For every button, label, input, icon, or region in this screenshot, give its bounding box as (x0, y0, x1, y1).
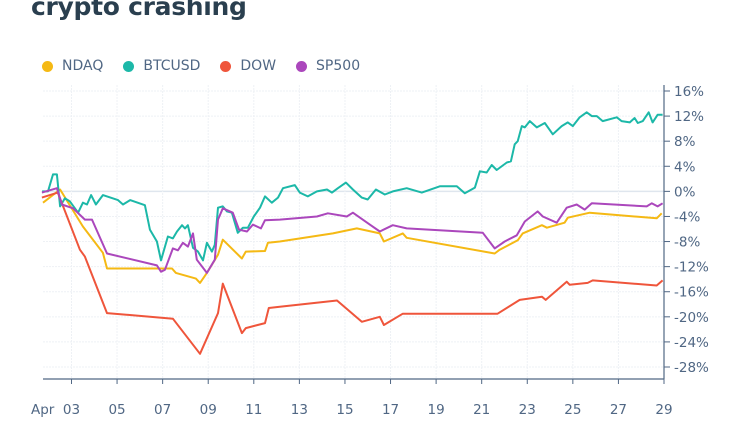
legend-label: BTCUSD (143, 58, 201, 74)
legend-label: DOW (240, 58, 277, 74)
legend-item-btcusd[interactable]: BTCUSD (123, 58, 200, 74)
y-tick-label: 8% (674, 134, 696, 150)
legend-marker-sp500 (296, 60, 308, 72)
legend-marker-btcusd (123, 60, 135, 72)
legend-label: NDAQ (62, 58, 104, 74)
x-tick-label: 03 (63, 402, 80, 418)
y-tick-label: 0% (674, 184, 696, 200)
series-line-btcusd (42, 111, 663, 262)
x-tick-label: 19 (428, 402, 445, 418)
x-tick-label: 21 (473, 402, 490, 418)
series-line-sp500 (41, 187, 664, 274)
axes: 16% 12% 8% 4% 0% -4% -8% -12% -16% -20% -24% -28% 03… (31, 84, 709, 418)
y-tick-label: -8% (674, 235, 700, 251)
y-tick-label: 12% (674, 109, 704, 125)
x-tick-label: 15 (336, 402, 353, 418)
x-tick-label: 25 (564, 402, 581, 418)
legend: NDAQ BTCUSD DOW SP500 (42, 58, 380, 74)
grid (43, 85, 665, 379)
legend-item-ndaq[interactable]: NDAQ (42, 58, 103, 74)
series-lines (41, 111, 664, 355)
x-tick-label: 05 (108, 402, 125, 418)
x-tick-label: 09 (200, 402, 217, 418)
y-tick-label: -4% (674, 209, 700, 225)
x-tick-label: 27 (610, 402, 627, 418)
legend-marker-ndaq (42, 60, 53, 72)
x-tick-label: 11 (245, 402, 262, 418)
y-tick-label: -12% (674, 260, 709, 276)
x-tick-label: 17 (382, 402, 399, 418)
x-tick-label: 23 (519, 402, 536, 418)
y-tick-label: -28% (674, 360, 709, 376)
legend-marker-dow (220, 60, 232, 72)
x-tick-label: 07 (154, 402, 171, 418)
x-month-label: Apr (31, 402, 55, 418)
legend-item-dow[interactable]: DOW (220, 58, 276, 74)
legend-item-sp500[interactable]: SP500 (296, 58, 360, 74)
series-line-dow (41, 191, 664, 355)
x-tick-label: 13 (291, 402, 308, 418)
chart-title: crypto crashing (31, 0, 247, 21)
y-tick-label: -16% (674, 285, 709, 301)
y-tick-label: -24% (674, 335, 709, 351)
y-tick-label: 4% (674, 159, 696, 175)
x-tick-label: 29 (655, 402, 672, 418)
series-line-ndaq (42, 188, 663, 284)
y-tick-label: -20% (674, 310, 709, 326)
y-tick-label: 16% (674, 84, 704, 100)
legend-label: SP500 (316, 58, 361, 74)
